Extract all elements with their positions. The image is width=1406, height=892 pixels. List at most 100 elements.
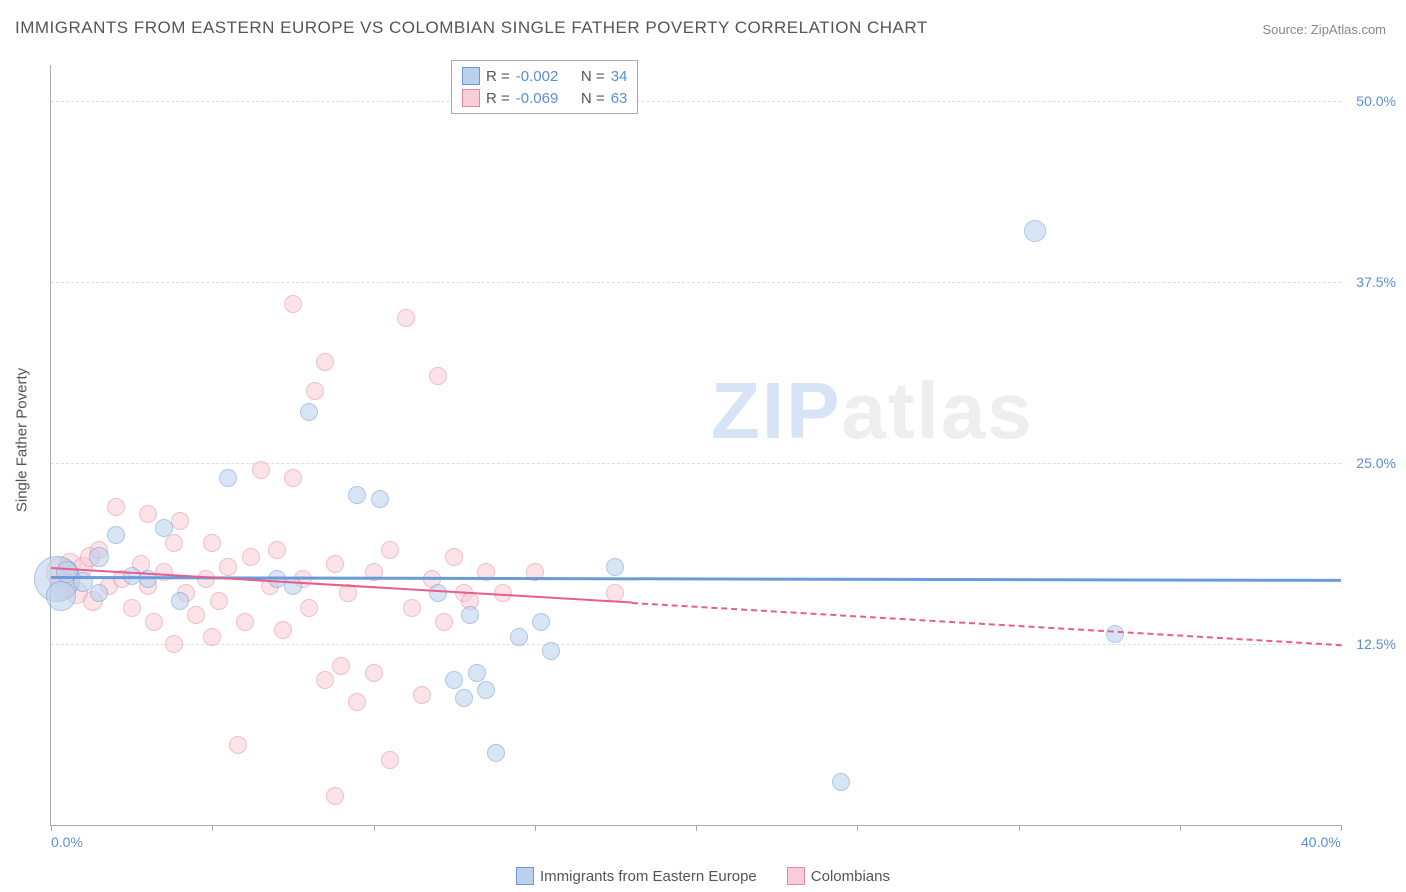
scatter-point-blue [284,577,302,595]
swatch-blue-icon [462,67,480,85]
stat-r-value: -0.002 [516,68,571,85]
scatter-point-blue [300,403,318,421]
y-tick-label: 37.5% [1346,274,1396,290]
scatter-point-blue [542,642,560,660]
y-tick-label: 25.0% [1346,455,1396,471]
scatter-point-pink [107,498,125,516]
scatter-point-pink [306,382,324,400]
y-tick-label: 12.5% [1346,636,1396,652]
scatter-point-pink [236,613,254,631]
scatter-point-blue [107,526,125,544]
grid-line [51,101,1341,102]
x-tick [212,825,213,831]
bottom-legend: Immigrants from Eastern Europe Colombians [0,867,1406,885]
scatter-point-pink [332,657,350,675]
scatter-point-pink [429,367,447,385]
scatter-point-blue [477,681,495,699]
scatter-point-blue [461,606,479,624]
scatter-point-blue [90,584,108,602]
x-tick-label: 0.0% [51,834,83,850]
scatter-point-blue [89,547,109,567]
watermark-atlas: atlas [841,366,1033,455]
scatter-point-blue [219,469,237,487]
scatter-point-pink [123,599,141,617]
scatter-point-pink [445,548,463,566]
scatter-point-pink [274,621,292,639]
scatter-point-blue [468,664,486,682]
scatter-point-pink [252,461,270,479]
scatter-point-blue [1024,220,1046,242]
swatch-pink-icon [462,89,480,107]
scatter-point-pink [210,592,228,610]
x-tick [1341,825,1342,831]
scatter-point-pink [326,555,344,573]
grid-line [51,463,1341,464]
scatter-point-pink [171,512,189,530]
plot-area: ZIPatlas 12.5%25.0%37.5%50.0%0.0%40.0%R … [50,65,1341,826]
legend-swatch-blue-icon [516,867,534,885]
scatter-point-pink [268,541,286,559]
scatter-point-blue [171,592,189,610]
scatter-point-pink [300,599,318,617]
scatter-point-blue [455,689,473,707]
x-tick [857,825,858,831]
grid-line [51,282,1341,283]
scatter-point-blue [46,581,76,611]
scatter-point-blue [429,584,447,602]
stat-r-value: -0.069 [516,90,571,107]
x-tick [374,825,375,831]
stat-n-value: 63 [611,90,628,107]
scatter-point-pink [348,693,366,711]
stats-box: R = -0.002 N = 34 R = -0.069 N = 63 [451,60,638,114]
scatter-point-blue [348,486,366,504]
scatter-point-pink [219,558,237,576]
x-tick [51,825,52,831]
scatter-point-pink [145,613,163,631]
scatter-point-pink [435,613,453,631]
x-tick [1019,825,1020,831]
scatter-point-blue [371,490,389,508]
y-axis-title: Single Father Poverty [14,368,31,512]
scatter-point-pink [316,353,334,371]
scatter-point-pink [316,671,334,689]
stat-n-label: N = [577,68,605,85]
legend-label: Colombians [811,868,890,885]
scatter-point-blue [155,519,173,537]
stats-row-pink: R = -0.069 N = 63 [462,87,627,109]
scatter-point-pink [284,469,302,487]
scatter-point-pink [365,664,383,682]
stat-r-label: R = [486,68,510,85]
scatter-point-blue [487,744,505,762]
scatter-point-pink [397,309,415,327]
x-tick [696,825,697,831]
stat-r-label: R = [486,90,510,107]
grid-line [51,644,1341,645]
scatter-point-pink [165,635,183,653]
scatter-point-pink [242,548,260,566]
stat-n-label: N = [577,90,605,107]
scatter-point-pink [203,534,221,552]
scatter-point-pink [413,686,431,704]
scatter-point-pink [187,606,205,624]
x-tick [535,825,536,831]
scatter-point-pink [139,505,157,523]
stat-n-value: 34 [611,68,628,85]
trend-line-pink-dashed [631,602,1341,646]
legend-label: Immigrants from Eastern Europe [540,868,757,885]
x-tick [1180,825,1181,831]
scatter-point-pink [229,736,247,754]
scatter-point-pink [326,787,344,805]
scatter-point-blue [832,773,850,791]
scatter-point-pink [381,751,399,769]
scatter-point-pink [284,295,302,313]
legend-item-pink: Colombians [787,867,890,885]
x-tick-label: 40.0% [1301,834,1341,850]
scatter-point-blue [445,671,463,689]
legend-item-blue: Immigrants from Eastern Europe [516,867,757,885]
watermark-zip: ZIP [711,366,841,455]
scatter-point-blue [1106,625,1124,643]
scatter-point-pink [381,541,399,559]
scatter-point-blue [606,558,624,576]
chart-title: IMMIGRANTS FROM EASTERN EUROPE VS COLOMB… [15,18,928,38]
scatter-point-blue [532,613,550,631]
